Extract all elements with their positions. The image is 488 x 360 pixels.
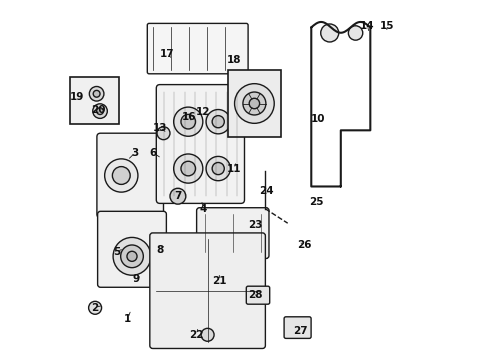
Text: 6: 6	[149, 148, 156, 158]
Circle shape	[93, 104, 107, 118]
Circle shape	[320, 24, 338, 42]
FancyBboxPatch shape	[147, 23, 247, 74]
Text: 14: 14	[359, 21, 373, 31]
Circle shape	[173, 154, 203, 183]
Text: 18: 18	[226, 55, 241, 66]
Circle shape	[157, 127, 170, 140]
Text: 26: 26	[296, 240, 310, 250]
Circle shape	[121, 245, 143, 268]
FancyBboxPatch shape	[70, 77, 118, 124]
Text: 23: 23	[247, 220, 262, 230]
Circle shape	[234, 84, 274, 123]
Text: 11: 11	[226, 164, 241, 174]
Text: 21: 21	[212, 276, 226, 286]
Text: 22: 22	[188, 330, 203, 340]
FancyBboxPatch shape	[149, 233, 265, 348]
Circle shape	[201, 328, 214, 341]
Text: 28: 28	[247, 290, 262, 300]
Circle shape	[181, 114, 195, 129]
Circle shape	[93, 90, 100, 97]
Circle shape	[113, 238, 151, 275]
FancyBboxPatch shape	[246, 286, 269, 304]
Text: 20: 20	[91, 105, 106, 115]
Text: 12: 12	[196, 107, 210, 117]
Circle shape	[205, 109, 230, 134]
Text: 15: 15	[379, 21, 393, 31]
Circle shape	[212, 162, 224, 175]
Text: 5: 5	[113, 247, 120, 257]
FancyBboxPatch shape	[156, 85, 244, 203]
Circle shape	[112, 167, 130, 184]
Circle shape	[127, 251, 137, 261]
FancyBboxPatch shape	[196, 208, 268, 258]
Circle shape	[88, 301, 102, 314]
Text: 13: 13	[152, 123, 167, 133]
Text: 10: 10	[310, 114, 325, 124]
Text: 7: 7	[174, 191, 181, 201]
Circle shape	[249, 98, 259, 109]
Text: 25: 25	[308, 197, 323, 207]
Circle shape	[243, 92, 265, 115]
Text: 17: 17	[160, 49, 174, 59]
Circle shape	[181, 161, 195, 176]
FancyBboxPatch shape	[284, 317, 310, 338]
Circle shape	[170, 188, 185, 204]
FancyBboxPatch shape	[98, 211, 166, 287]
Text: 2: 2	[91, 303, 99, 313]
Text: 24: 24	[258, 186, 273, 196]
Circle shape	[173, 107, 203, 136]
Text: 8: 8	[156, 245, 163, 255]
Circle shape	[104, 159, 138, 192]
Text: 3: 3	[131, 148, 138, 158]
Circle shape	[89, 86, 104, 101]
FancyBboxPatch shape	[97, 133, 163, 218]
Circle shape	[205, 156, 230, 181]
Circle shape	[347, 26, 362, 40]
Text: 27: 27	[292, 326, 307, 336]
Circle shape	[97, 108, 103, 114]
Text: 1: 1	[123, 314, 131, 324]
Text: 9: 9	[133, 274, 140, 284]
Text: 16: 16	[181, 112, 196, 122]
FancyBboxPatch shape	[228, 70, 280, 137]
Text: 4: 4	[199, 204, 206, 214]
Circle shape	[212, 116, 224, 128]
Text: 19: 19	[70, 92, 84, 102]
